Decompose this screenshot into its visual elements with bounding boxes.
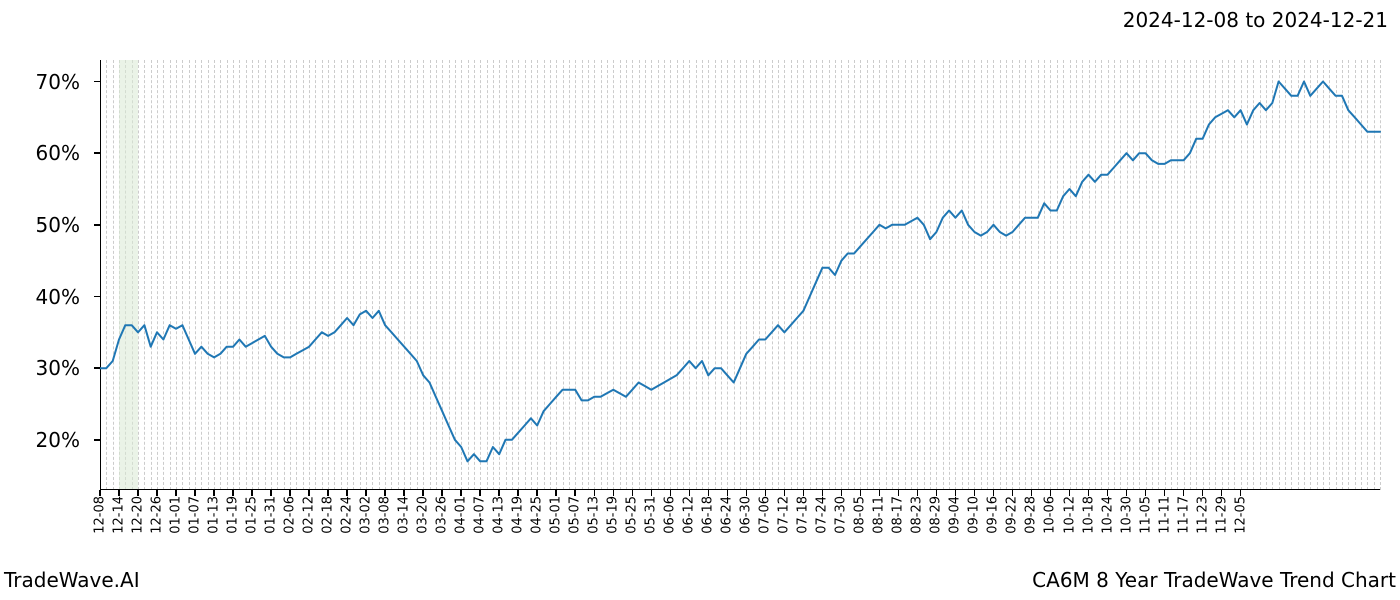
x-tick-label: 07-12 [777,496,792,534]
x-tick-label: 02-06 [283,496,298,534]
x-tick-label: 02-18 [321,496,336,534]
brand-label: TradeWave.AI [4,568,140,592]
x-tick-label: 12-08 [93,496,108,534]
x-tick-label: 10-24 [1100,496,1115,534]
x-tick-label: 01-07 [188,496,203,534]
y-tick-mark [94,367,100,369]
x-tick-label: 08-23 [910,496,925,534]
x-tick-label: 08-29 [929,496,944,534]
x-tick-label: 07-30 [834,496,849,534]
x-tick-label: 03-08 [378,496,393,534]
x-tick-label: 04-13 [492,496,507,534]
x-tick-label: 11-11 [1157,496,1172,534]
chart-title: CA6M 8 Year TradeWave Trend Chart [1032,568,1396,592]
x-tick-label: 04-01 [454,496,469,534]
x-tick-label: 09-16 [986,496,1001,534]
chart-container: 2024-12-08 to 2024-12-21 TradeWave.AI CA… [0,0,1400,600]
x-tick-label: 10-18 [1081,496,1096,534]
x-tick-label: 08-17 [891,496,906,534]
x-tick-label: 05-31 [644,496,659,534]
x-tick-label: 04-07 [473,496,488,534]
y-tick-label: 20% [0,428,80,452]
x-tick-label: 09-10 [967,496,982,534]
x-tick-label: 03-14 [397,496,412,534]
x-tick-label: 09-22 [1005,496,1020,534]
y-tick-mark [94,152,100,154]
x-tick-label: 11-05 [1138,496,1153,534]
x-tick-label: 12-26 [150,496,165,534]
x-tick-label: 06-18 [701,496,716,534]
x-tick-label: 08-11 [872,496,887,534]
x-tick-label: 02-24 [340,496,355,534]
x-tick-label: 11-23 [1195,496,1210,534]
x-tick-label: 10-30 [1119,496,1134,534]
x-tick-label: 01-25 [245,496,260,534]
x-tick-label: 03-20 [416,496,431,534]
x-tick-label: 06-06 [663,496,678,534]
x-tick-label: 01-01 [169,496,184,534]
x-tick-label: 01-31 [264,496,279,534]
x-tick-label: 05-13 [587,496,602,534]
y-tick-label: 60% [0,141,80,165]
x-tick-label: 02-12 [302,496,317,534]
x-tick-label: 08-05 [853,496,868,534]
x-tick-label: 01-13 [207,496,222,534]
x-tick-label: 07-24 [815,496,830,534]
x-tick-label: 05-19 [606,496,621,534]
y-tick-label: 30% [0,356,80,380]
x-tick-label: 01-19 [226,496,241,534]
x-tick-label: 12-05 [1233,496,1248,534]
x-tick-label: 12-14 [112,496,127,534]
x-tick-label: 10-06 [1043,496,1058,534]
x-tick-label: 05-25 [625,496,640,534]
x-tick-label: 04-25 [530,496,545,534]
x-tick-label: 03-02 [359,496,374,534]
x-tick-label: 11-29 [1214,496,1229,534]
x-tick-label: 09-04 [948,496,963,534]
y-tick-label: 40% [0,285,80,309]
date-range-label: 2024-12-08 to 2024-12-21 [1123,8,1388,32]
y-tick-mark [94,296,100,298]
x-tick-label: 03-26 [435,496,450,534]
y-tick-mark [94,81,100,83]
x-tick-label: 06-24 [720,496,735,534]
x-tick-label: 12-20 [131,496,146,534]
x-tick-label: 11-17 [1176,496,1191,534]
y-tick-label: 50% [0,213,80,237]
x-tick-label: 06-30 [739,496,754,534]
x-tick-label: 04-19 [511,496,526,534]
x-tick-label: 07-18 [796,496,811,534]
y-tick-label: 70% [0,70,80,94]
x-tick-label: 09-28 [1024,496,1039,534]
x-tick-label: 05-07 [568,496,583,534]
trend-line [100,60,1380,490]
x-tick-label: 10-12 [1062,496,1077,534]
x-tick-label: 07-06 [758,496,773,534]
y-tick-mark [94,439,100,441]
x-tick-label: 06-12 [682,496,697,534]
x-tick-label: 05-01 [549,496,564,534]
y-tick-mark [94,224,100,226]
grid-line [1380,60,1381,490]
trend-line-path [100,82,1380,462]
